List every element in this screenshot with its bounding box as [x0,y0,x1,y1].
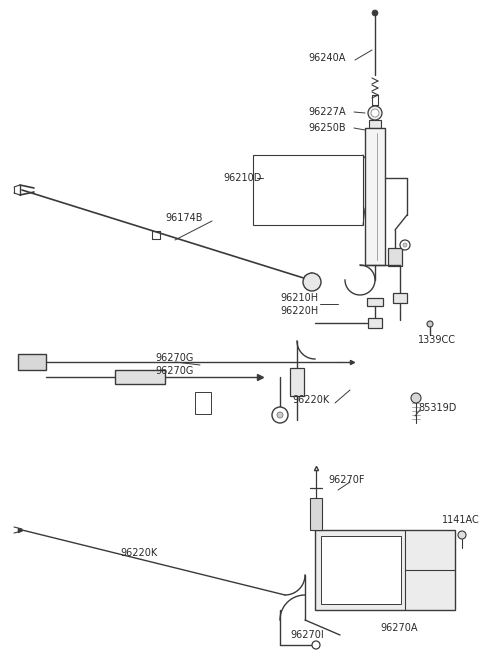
Text: 1339CC: 1339CC [418,335,456,345]
Bar [393,293,407,303]
Bar [369,120,381,128]
Bar [315,530,455,610]
Text: 96270G: 96270G [155,366,193,376]
Text: 96210D: 96210D [223,173,262,183]
Text: 96240A: 96240A [308,53,346,63]
Text: 1141AC: 1141AC [442,515,480,525]
Text: 96270A: 96270A [380,623,418,633]
Circle shape [272,407,288,423]
Text: 96270F: 96270F [328,475,364,485]
Bar [195,392,211,414]
Bar [365,128,385,265]
Circle shape [427,321,433,327]
Circle shape [277,412,283,418]
Circle shape [411,393,421,403]
Text: 96250B: 96250B [308,123,346,133]
Bar [253,155,363,225]
Text: 96220K: 96220K [120,548,157,558]
Text: 96174B: 96174B [165,213,203,223]
Bar [321,536,401,604]
Bar [388,248,402,266]
Text: 96227A: 96227A [308,107,346,117]
Bar [18,354,46,370]
Bar [290,368,304,396]
Circle shape [403,243,407,247]
Text: 96210H: 96210H [280,293,318,303]
Circle shape [303,273,321,291]
Text: 96270G: 96270G [155,353,193,363]
Circle shape [372,10,378,16]
Circle shape [458,531,466,539]
Bar [115,370,165,384]
Circle shape [400,240,410,250]
Text: 96220H: 96220H [280,306,318,316]
Circle shape [368,106,382,120]
Circle shape [312,641,320,649]
Bar [368,318,382,328]
Bar [310,498,322,530]
Circle shape [371,109,379,117]
Text: 96220K: 96220K [292,395,329,405]
Text: 96270I: 96270I [290,630,324,640]
Bar [367,298,383,306]
Text: 85319D: 85319D [418,403,456,413]
